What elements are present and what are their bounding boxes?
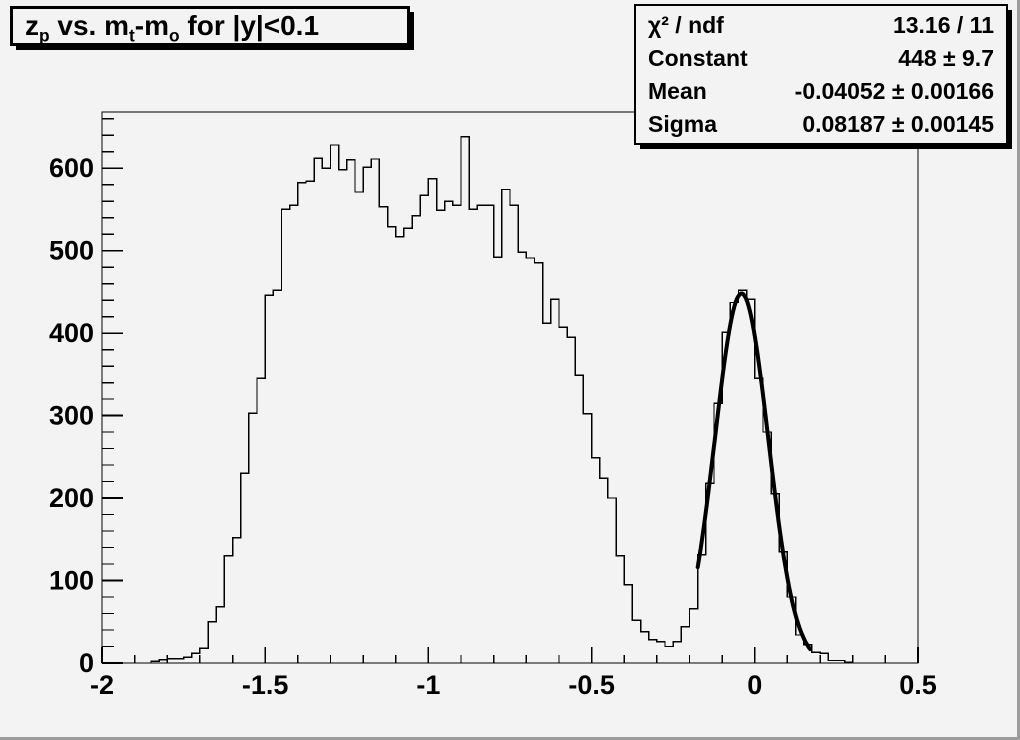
stats-value: 0.08187 ± 0.00145 <box>802 111 994 137</box>
y-tick-label: 100 <box>49 566 94 596</box>
plot-frame <box>101 111 919 664</box>
plot-title: zp vs. mt-mo for |y|<0.1 <box>25 10 320 44</box>
title-subscript: p <box>39 25 50 46</box>
stats-label: Mean <box>648 78 707 104</box>
stats-label: Constant <box>648 45 748 71</box>
stats-row-constant: Constant 448 ± 9.7 <box>648 42 994 75</box>
title-text-segment: z <box>25 10 39 41</box>
x-tick-label: 0 <box>747 670 762 700</box>
stats-box: χ² / ndf 13.16 / 11 Constant 448 ± 9.7 M… <box>634 4 1008 145</box>
title-text-segment: -m <box>134 10 170 41</box>
y-tick-label: 0 <box>79 648 94 678</box>
stats-value: 13.16 / 11 <box>892 12 994 38</box>
x-tick-label: -2 <box>90 670 114 700</box>
stats-row-sigma: Sigma 0.08187 ± 0.00145 <box>648 108 994 141</box>
gaussian-fit-curve <box>695 291 812 651</box>
x-tick-label: 0.5 <box>899 670 937 700</box>
y-tick-label: 300 <box>49 401 94 431</box>
x-tick-label: -1.5 <box>242 670 289 700</box>
stats-value: -0.04052 ± 0.00166 <box>794 78 994 104</box>
plot-title-box: zp vs. mt-mo for |y|<0.1 <box>10 6 410 46</box>
stats-label: Sigma <box>648 111 718 137</box>
stats-label: χ² / ndf <box>648 12 724 38</box>
histogram-line <box>102 136 918 664</box>
y-tick-label: 200 <box>49 483 94 513</box>
stats-row-mean: Mean -0.04052 ± 0.00166 <box>648 75 994 108</box>
title-text-segment: vs. m <box>49 10 129 41</box>
stats-value: 448 ± 9.7 <box>898 45 994 71</box>
y-tick-label: 500 <box>49 236 94 266</box>
title-subscript: t <box>129 25 135 46</box>
y-tick-label: 600 <box>49 153 94 183</box>
stats-row-chi2: χ² / ndf 13.16 / 11 <box>648 9 994 42</box>
x-tick-label: -1 <box>416 670 440 700</box>
title-text-segment: for |y|<0.1 <box>179 10 320 41</box>
title-subscript: o <box>169 25 180 46</box>
x-tick-label: -0.5 <box>568 670 615 700</box>
y-tick-label: 400 <box>49 318 94 348</box>
